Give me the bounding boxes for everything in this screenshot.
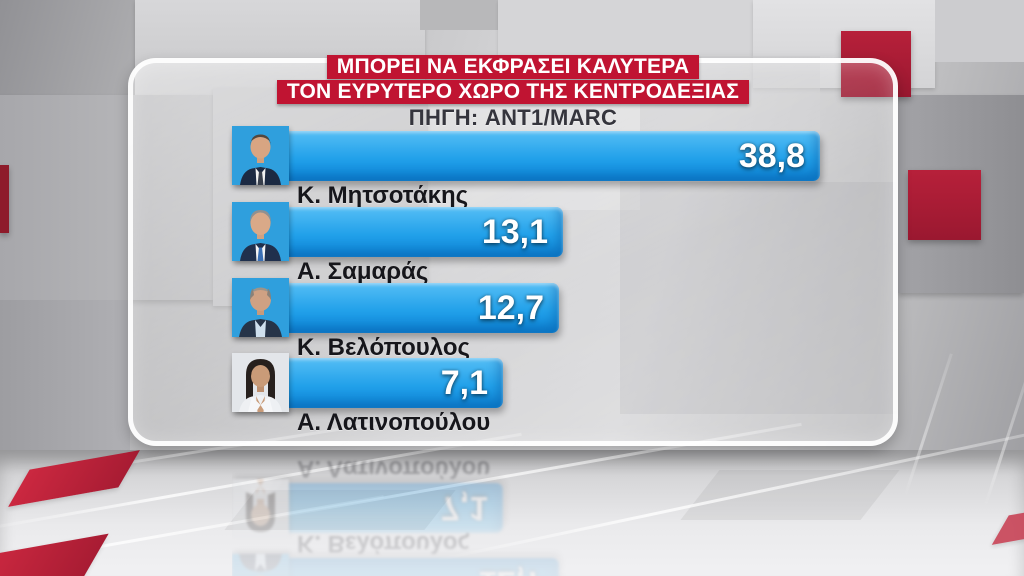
photo-k-mitsotakis <box>232 126 289 185</box>
poll-value: 7,1 <box>440 364 488 402</box>
poll-label: Α. Σαμαράς <box>297 258 429 285</box>
poll-bar: 38,8 <box>232 131 820 181</box>
poll-label: Κ. Μητσοτάκης <box>297 182 469 209</box>
floor-tile <box>680 470 900 520</box>
chart-panel: ΜΠΟΡΕΙ ΝΑ ΕΚΦΡΑΣΕΙ ΚΑΛΥΤΕΡΑ ΤΟΝ ΕΥΡΥΤΕΡΟ… <box>128 55 898 446</box>
red-floor-tile <box>8 450 140 507</box>
poll-bar-row: 38,8 Κ. Μητσοτάκης <box>232 126 892 209</box>
wall-tile <box>0 300 130 450</box>
title-line-2: ΤΟΝ ΕΥΡΥΤΕΡΟ ΧΩΡΟ ΤΗΣ ΚΕΝΤΡΟΔΕΞΙΑΣ <box>276 80 750 104</box>
red-floor-tile <box>0 533 109 576</box>
poll-value: 38,8 <box>738 137 805 175</box>
photo-a-samaras <box>232 202 289 261</box>
poll-label: Α. Λατινοπούλου <box>297 409 491 436</box>
photo-k-velopoulos <box>232 278 289 337</box>
studio-floor <box>0 353 1024 576</box>
red-accent-square <box>908 170 981 240</box>
floor-tile <box>224 490 456 530</box>
title-line-1: ΜΠΟΡΕΙ ΝΑ ΕΚΦΡΑΣΕΙ ΚΑΛΥΤΕΡΑ <box>326 55 700 79</box>
poll-value: 13,1 <box>481 213 548 251</box>
red-floor-tile <box>991 509 1024 545</box>
chart-rows: 38,8 Κ. Μητσοτάκης <box>232 126 892 442</box>
photo-a-latinopoulou <box>232 353 289 412</box>
poll-label: Κ. Βελόπουλος <box>297 334 470 361</box>
poll-bar-row: 7,1 Α. Λατινοπούλου <box>232 353 892 436</box>
poll-value: 12,7 <box>477 289 544 327</box>
red-accent-square <box>0 165 9 233</box>
wall-tile <box>935 0 1024 62</box>
poll-bar-row: 13,1 Α. Σαμαράς <box>232 202 892 285</box>
chart-header: ΜΠΟΡΕΙ ΝΑ ΕΚΦΡΑΣΕΙ ΚΑΛΥΤΕΡΑ ΤΟΝ ΕΥΡΥΤΕΡΟ… <box>133 55 893 131</box>
wall-tile <box>498 0 753 58</box>
wall-tile <box>420 0 498 30</box>
floor-line <box>903 353 953 497</box>
source-line: ΠΗΓΗ: ANT1/MARC <box>408 105 618 130</box>
poll-bar-row: 12,7 Κ. Βελόπουλος <box>232 278 892 361</box>
